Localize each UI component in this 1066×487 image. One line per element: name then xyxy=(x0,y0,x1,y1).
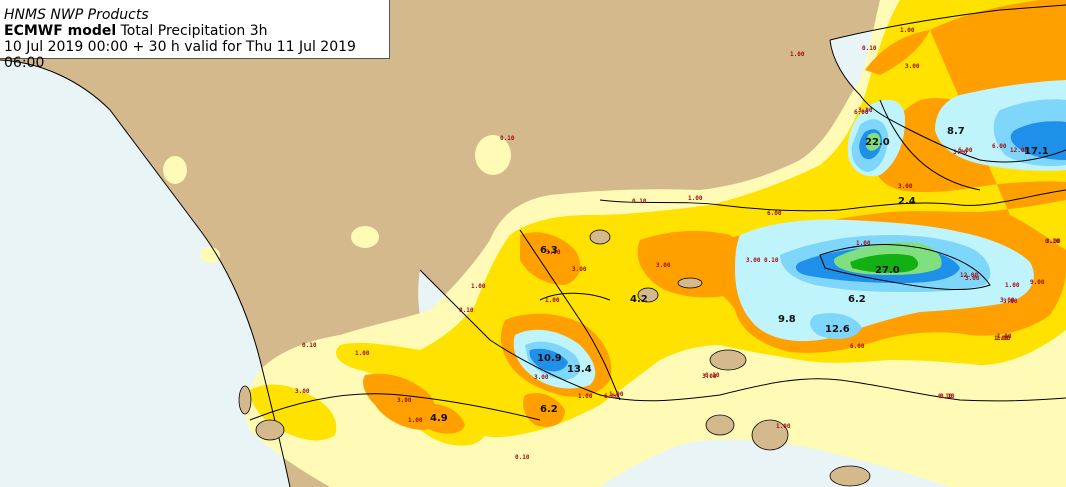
value-label: 4.2 xyxy=(630,294,648,305)
islands xyxy=(238,229,871,487)
value-label: 8.7 xyxy=(947,126,965,137)
value-label: 13.4 xyxy=(567,364,592,375)
isoline-label: 1.00 xyxy=(471,283,486,290)
value-label: 12.6 xyxy=(825,324,850,335)
value-label: 6.2 xyxy=(848,294,866,305)
isoline-labels: 0.101.000.103.001.006.003.000.10 1.006.00… xyxy=(295,27,1061,461)
isoline-label: 3.00 xyxy=(1003,298,1018,305)
isoline-label: 0.10 xyxy=(764,257,779,264)
value-label: 10.9 xyxy=(537,353,562,364)
isoline-label: 1.00 xyxy=(355,350,370,357)
isoline-label: 6.00 xyxy=(767,210,782,217)
isoline-label: 3.00 xyxy=(702,373,717,380)
isoline-label: 1.00 xyxy=(900,27,915,34)
isoline-label: 1.00 xyxy=(996,335,1011,342)
isoline-label: 3.00 xyxy=(1000,297,1015,304)
isoline-label: 1.00 xyxy=(1005,282,1020,289)
isoline-label: 3.00 xyxy=(534,374,549,381)
isoline-label: 0.10 xyxy=(302,342,317,349)
value-label: 22.0 xyxy=(865,137,890,148)
value-label: 6.3 xyxy=(540,245,558,256)
isoline-label: 3.00 xyxy=(1046,238,1061,245)
isoline-label: 0.10 xyxy=(500,135,515,142)
model-name: ECMWF model xyxy=(4,23,117,39)
isoline-label: 1.00 xyxy=(776,423,791,430)
product-name: Total Precipitation 3h xyxy=(120,23,268,39)
isoline-label: 1.00 xyxy=(790,51,805,58)
validity-line: 10 Jul 2019 00:00 + 30 h valid for Thu 1… xyxy=(4,39,356,71)
value-label: 4.9 xyxy=(430,413,448,424)
isoline-label: 3.00 xyxy=(953,149,968,156)
isoline-label: 1.00 xyxy=(578,393,593,400)
isoline-label: 1.00 xyxy=(994,335,1009,342)
isoline-label: 1.00 xyxy=(545,297,560,304)
isoline-label: 6.00 xyxy=(992,143,1007,150)
isoline-label: 3.00 xyxy=(656,262,671,269)
title-box: HNMS NWP Products ECMWF model Total Prec… xyxy=(0,0,390,71)
isoline-label: 3.00 xyxy=(546,249,561,256)
value-label: 17.1 xyxy=(1024,146,1049,157)
isoline-label: 0.10 xyxy=(632,198,647,205)
coastlines xyxy=(0,4,1066,487)
isoline-label: 3.00 xyxy=(965,275,980,282)
isoline-label: 12.00 xyxy=(960,272,978,279)
isoline-label: 3.00 xyxy=(295,388,310,395)
isoline-label: 1.00 xyxy=(688,195,703,202)
isoline-label: 9.00 xyxy=(1030,279,1045,286)
precip-25 xyxy=(850,254,919,273)
isoline-label: 3.00 xyxy=(858,107,873,114)
isoline-label: 1.00 xyxy=(856,240,871,247)
isoline-label: 3.00 xyxy=(572,266,587,273)
isoline-label: 6.00 xyxy=(850,343,865,350)
isoline-label: 1.00 xyxy=(408,417,423,424)
isoline-label: 1.00 xyxy=(997,333,1012,340)
isoline-label: 0.10 xyxy=(938,393,953,400)
agency-title: HNMS NWP Products xyxy=(4,7,149,23)
isoline-label: 0.10 xyxy=(862,45,877,52)
isoline-label: 6.00 xyxy=(854,109,869,116)
isoline-label: 0.10 xyxy=(940,393,955,400)
value-label: 27.0 xyxy=(875,265,900,276)
isoline-label: 1.00 xyxy=(609,391,624,398)
model-title: ECMWF model Total Precipitation 3h xyxy=(4,23,389,39)
isoline-label: 0.10 xyxy=(705,372,720,379)
isoline-label: 12.00 xyxy=(1010,147,1028,154)
value-label: 9.8 xyxy=(778,314,796,325)
isoline-label: 6.00 xyxy=(958,147,973,154)
precip-max-labels: 22.0 8.7 17.1 2.4 27.0 6.2 9.8 12.6 6.3 … xyxy=(430,126,1049,424)
value-label: 2.4 xyxy=(898,196,916,207)
isoline-label: 0.10 xyxy=(515,454,530,461)
isoline-label: 3.00 xyxy=(905,63,920,70)
isoline-label: 3.00 xyxy=(746,257,761,264)
value-label: 6.2 xyxy=(540,404,558,415)
isoline-label: 3.00 xyxy=(397,397,412,404)
isoline-label: 3.00 xyxy=(898,183,913,190)
isoline-label: 6.00 xyxy=(604,393,619,400)
isoline-label: 0.10 xyxy=(1045,238,1060,245)
isoline-label: 0.10 xyxy=(459,307,474,314)
